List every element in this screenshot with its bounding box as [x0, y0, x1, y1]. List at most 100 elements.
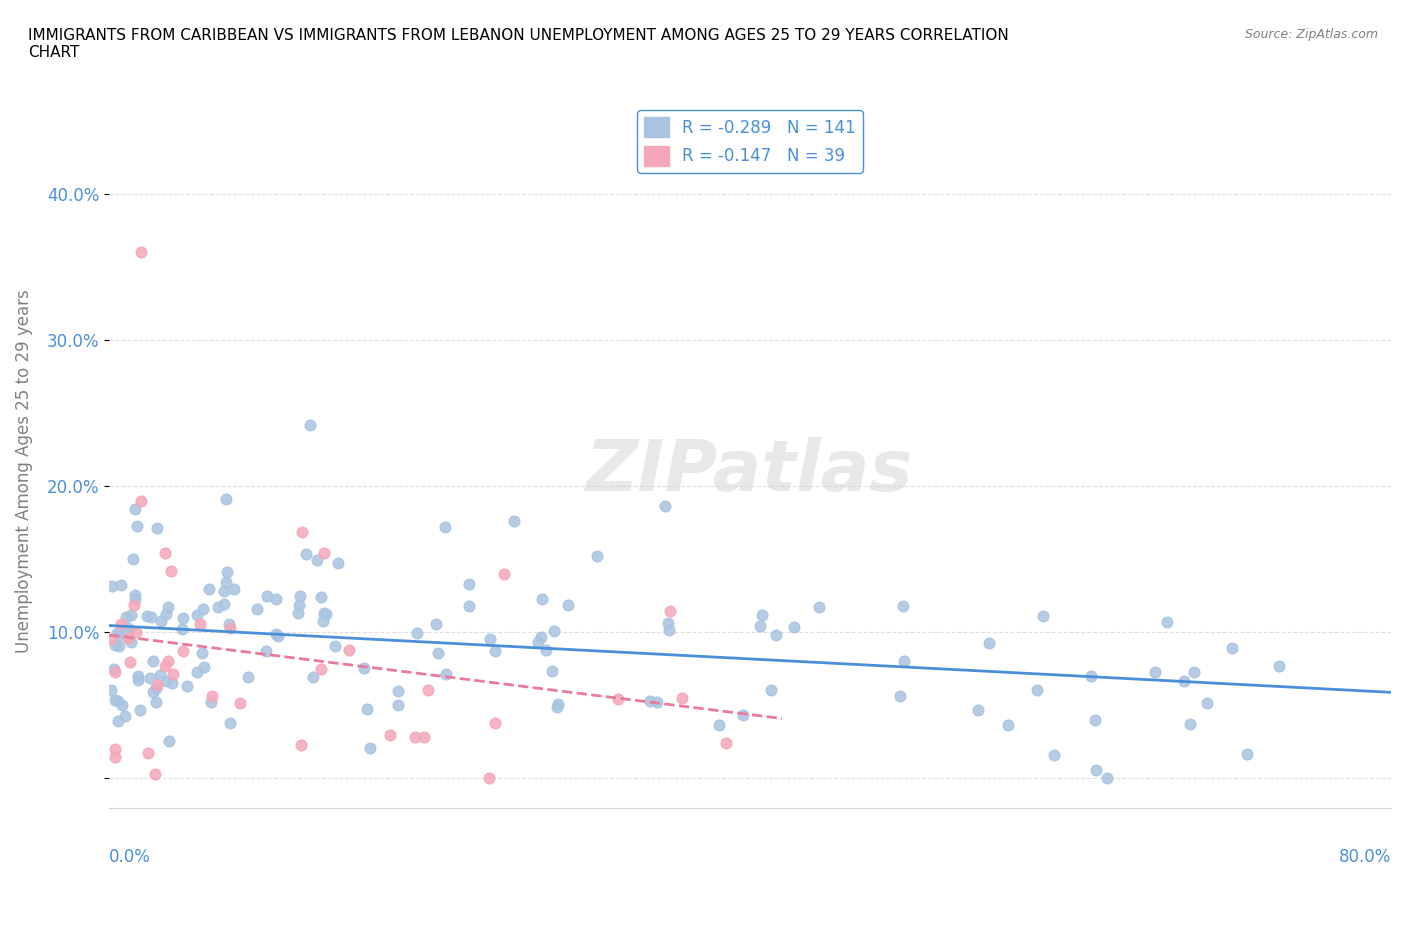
Point [127, 669, 149, 684]
Point [1180, 717, 1202, 732]
Point [287, 606, 309, 621]
Point [215, 491, 238, 506]
Point [100, 683, 122, 698]
Point [783, 619, 806, 634]
Point [190, 645, 212, 660]
Point [716, 736, 738, 751]
Point [484, 715, 506, 730]
Point [807, 600, 830, 615]
Point [107, 713, 129, 728]
Point [264, 627, 287, 642]
Point [1032, 609, 1054, 624]
Point [114, 709, 136, 724]
Point [193, 659, 215, 674]
Point [136, 746, 159, 761]
Point [997, 717, 1019, 732]
Point [104, 637, 127, 652]
Point [478, 771, 501, 786]
Point [124, 591, 146, 606]
Point [103, 750, 125, 764]
Point [215, 565, 238, 580]
Point [359, 740, 381, 755]
Point [1084, 763, 1107, 777]
Point [146, 521, 169, 536]
Point [254, 644, 277, 658]
Point [153, 658, 176, 673]
Point [326, 556, 349, 571]
Point [122, 598, 145, 613]
Point [638, 693, 661, 708]
Point [530, 630, 553, 644]
Point [290, 589, 312, 604]
Point [219, 716, 242, 731]
Point [291, 525, 314, 539]
Point [647, 695, 669, 710]
Point [312, 545, 335, 560]
Point [104, 665, 127, 680]
Point [546, 700, 568, 715]
Text: Source: ZipAtlas.com: Source: ZipAtlas.com [1244, 28, 1378, 41]
Point [172, 643, 194, 658]
Point [1268, 658, 1291, 673]
Point [120, 654, 142, 669]
Point [160, 564, 183, 578]
Point [124, 588, 146, 603]
Point [433, 520, 456, 535]
Point [149, 614, 172, 629]
Point [315, 607, 337, 622]
Y-axis label: Unemployment Among Ages 25 to 29 years: Unemployment Among Ages 25 to 29 years [15, 289, 32, 654]
Point [1197, 696, 1219, 711]
Legend: R = -0.289   N = 141, R = -0.147   N = 39: R = -0.289 N = 141, R = -0.147 N = 39 [637, 110, 863, 173]
Point [188, 617, 211, 631]
Point [966, 703, 988, 718]
Point [893, 654, 915, 669]
Point [186, 664, 208, 679]
Point [405, 625, 427, 640]
Point [170, 621, 193, 636]
Point [353, 660, 375, 675]
Point [479, 631, 502, 646]
Point [246, 601, 269, 616]
Point [1173, 673, 1195, 688]
Point [657, 616, 679, 631]
Point [380, 727, 402, 742]
Point [301, 670, 323, 684]
Point [110, 617, 132, 631]
Point [457, 576, 479, 591]
Point [412, 729, 434, 744]
Point [215, 575, 238, 590]
Point [427, 645, 450, 660]
Text: 80.0%: 80.0% [1339, 848, 1391, 866]
Point [534, 643, 557, 658]
Text: 0.0%: 0.0% [110, 848, 150, 866]
Point [108, 638, 131, 653]
Point [157, 734, 180, 749]
Point [146, 678, 169, 693]
Point [309, 661, 332, 676]
Point [416, 683, 439, 698]
Point [207, 600, 229, 615]
Point [1143, 665, 1166, 680]
Point [267, 628, 290, 643]
Point [305, 552, 328, 567]
Point [1025, 683, 1047, 698]
Point [104, 741, 127, 756]
Point [103, 661, 125, 676]
Point [128, 703, 150, 718]
Point [214, 597, 236, 612]
Point [404, 730, 426, 745]
Point [110, 578, 132, 592]
Point [266, 591, 288, 606]
Point [141, 610, 163, 625]
Point [228, 696, 250, 711]
Point [543, 624, 565, 639]
Point [193, 601, 215, 616]
Point [111, 698, 134, 712]
Point [117, 631, 139, 645]
Point [290, 737, 312, 752]
Point [145, 681, 167, 696]
Point [162, 667, 184, 682]
Point [153, 546, 176, 561]
Point [138, 671, 160, 685]
Point [1220, 641, 1243, 656]
